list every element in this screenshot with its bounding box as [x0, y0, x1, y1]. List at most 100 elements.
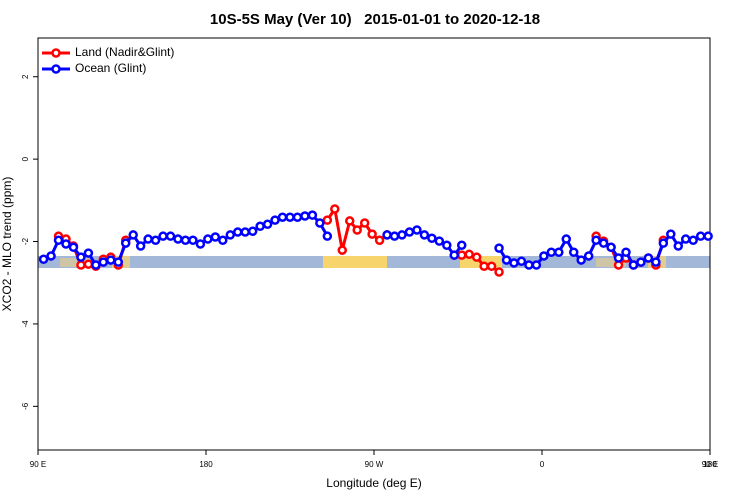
point — [546, 247, 557, 257]
point — [404, 227, 415, 237]
point — [150, 235, 161, 246]
point — [389, 231, 400, 241]
point — [247, 226, 258, 236]
point — [688, 235, 698, 246]
point — [531, 260, 542, 270]
point — [367, 229, 377, 239]
point — [427, 233, 437, 243]
point — [315, 218, 325, 228]
point — [516, 256, 527, 267]
point — [180, 235, 191, 246]
point — [576, 255, 586, 265]
x-tick-label: 90 E — [30, 460, 46, 469]
point — [471, 252, 482, 262]
point — [456, 240, 467, 250]
chart-title: 10S-5S May (Ver 10) 2015-01-01 to 2020-1… — [210, 11, 540, 28]
x-tick-label: 90 E — [702, 460, 718, 469]
point — [449, 250, 460, 260]
point — [651, 257, 661, 267]
point — [128, 230, 138, 240]
point — [456, 250, 467, 260]
point — [173, 234, 183, 244]
point — [464, 249, 474, 260]
point — [636, 257, 646, 267]
point — [300, 211, 310, 221]
point — [106, 255, 116, 265]
y-tick-label: -2 — [21, 237, 30, 245]
series — [38, 210, 713, 270]
y-tick-label: 0 — [21, 156, 30, 161]
legend-label: Ocean (Glint) — [75, 61, 146, 75]
y-tick-label: 2 — [21, 74, 30, 79]
point — [270, 215, 280, 225]
point — [568, 247, 579, 257]
point — [352, 225, 362, 235]
point — [643, 253, 654, 263]
point — [613, 253, 624, 263]
point — [419, 230, 430, 240]
x-tick-label: 0 — [540, 460, 545, 469]
point — [621, 247, 631, 257]
point — [68, 242, 79, 253]
point — [344, 216, 355, 226]
point — [285, 212, 295, 222]
point — [307, 210, 318, 220]
point — [98, 257, 109, 267]
point — [539, 251, 549, 261]
point — [91, 260, 101, 270]
point — [76, 252, 86, 262]
x-axis-label: Longitude (deg E) — [326, 476, 421, 490]
x-tick-label: 90 W — [365, 460, 384, 469]
point — [606, 242, 616, 253]
legend: Land (Nadir&Glint) Ocean (Glint) — [42, 45, 174, 75]
point — [598, 238, 609, 248]
point — [554, 247, 564, 257]
point — [561, 234, 572, 244]
point — [382, 230, 392, 240]
point — [83, 259, 94, 269]
point — [46, 251, 56, 261]
point — [501, 255, 512, 265]
point — [486, 261, 497, 271]
point — [255, 221, 265, 232]
point — [397, 230, 407, 240]
point — [83, 248, 94, 258]
point — [494, 267, 504, 277]
point — [61, 239, 71, 249]
point — [277, 212, 288, 222]
point — [203, 234, 213, 244]
point — [143, 234, 153, 244]
point — [53, 235, 64, 246]
point — [374, 235, 385, 246]
point — [703, 231, 713, 241]
point — [120, 238, 131, 248]
map-strip — [38, 256, 710, 268]
point — [165, 231, 176, 241]
point — [509, 258, 519, 268]
point — [76, 260, 86, 270]
point — [442, 240, 452, 250]
legend-label: Land (Nadir&Glint) — [75, 45, 174, 59]
point — [225, 230, 236, 240]
x-tick-label: 180 — [703, 460, 717, 469]
y-tick-label: -4 — [21, 320, 30, 328]
point — [232, 227, 243, 237]
point — [680, 234, 691, 244]
point — [113, 257, 124, 267]
point — [38, 254, 49, 264]
point — [658, 238, 669, 248]
point — [337, 245, 348, 255]
point — [188, 235, 198, 246]
point — [158, 231, 168, 241]
point — [240, 227, 250, 237]
point — [434, 236, 445, 246]
point — [359, 218, 370, 228]
y-axis-label: XCO2 - MLO trend (ppm) — [0, 177, 14, 312]
point — [673, 241, 684, 251]
point — [218, 235, 228, 246]
point — [695, 231, 706, 241]
point — [412, 225, 422, 235]
point — [591, 235, 601, 246]
legend-marker — [51, 64, 61, 74]
